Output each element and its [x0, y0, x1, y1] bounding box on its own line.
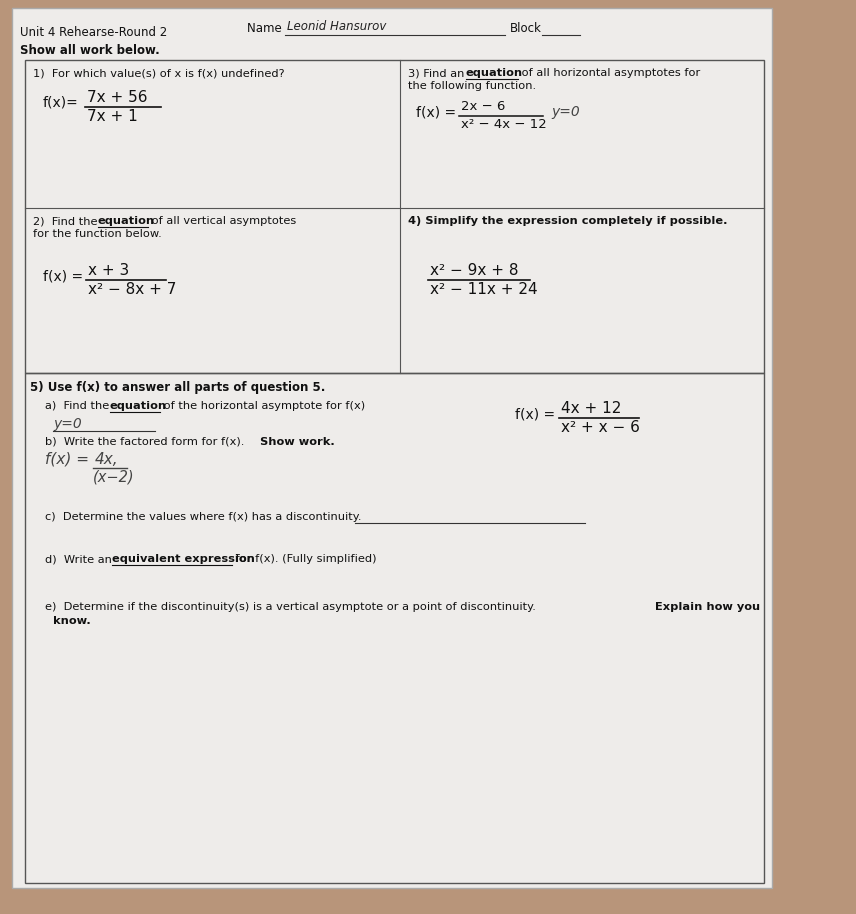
Text: Name: Name [247, 22, 286, 35]
Text: equation: equation [98, 216, 155, 226]
Text: 5) Use f(x) to answer all parts of question 5.: 5) Use f(x) to answer all parts of quest… [30, 381, 325, 394]
Text: c)  Determine the values where f(x) has a discontinuity.: c) Determine the values where f(x) has a… [45, 512, 361, 522]
Bar [25, 60, 764, 373]
Text: equivalent expression: equivalent expression [112, 554, 255, 564]
Text: f(x) =: f(x) = [416, 106, 461, 120]
Text: Explain how you: Explain how you [655, 602, 760, 612]
Text: f(x) =: f(x) = [43, 269, 87, 283]
Text: 7x + 1: 7x + 1 [87, 109, 138, 124]
Text: 4x,: 4x, [95, 452, 119, 467]
Text: Show work.: Show work. [260, 437, 335, 447]
Text: of all vertical asymptotes: of all vertical asymptotes [148, 216, 296, 226]
Text: y=0: y=0 [53, 417, 82, 431]
Text: f(x) =: f(x) = [45, 452, 89, 467]
Bar [25, 373, 764, 883]
Text: 1)  For which value(s) of x is f(x) undefined?: 1) For which value(s) of x is f(x) undef… [33, 68, 285, 78]
Text: e)  Determine if the discontinuity(s) is a vertical asymptote or a point of disc: e) Determine if the discontinuity(s) is … [45, 602, 543, 612]
Text: f(x) =: f(x) = [515, 408, 560, 422]
Text: 4x + 12: 4x + 12 [561, 401, 621, 416]
Text: b)  Write the factored form for f(x).: b) Write the factored form for f(x). [45, 437, 252, 447]
Text: 7x + 56: 7x + 56 [87, 90, 147, 105]
Text: x² − 9x + 8: x² − 9x + 8 [430, 263, 519, 278]
Text: x² − 11x + 24: x² − 11x + 24 [430, 282, 538, 297]
Text: Block: Block [510, 22, 542, 35]
Text: 2x − 6: 2x − 6 [461, 100, 505, 113]
Text: x + 3: x + 3 [88, 263, 129, 278]
Text: the following function.: the following function. [408, 81, 536, 91]
Text: for the function below.: for the function below. [33, 229, 162, 239]
FancyBboxPatch shape [12, 8, 772, 888]
Text: of all horizontal asymptotes for: of all horizontal asymptotes for [518, 68, 700, 78]
Text: know.: know. [53, 616, 91, 626]
Text: f(x)=: f(x)= [43, 96, 79, 110]
Text: Leonid Hansurov: Leonid Hansurov [287, 20, 386, 33]
Text: 4) Simplify the expression completely if possible.: 4) Simplify the expression completely if… [408, 216, 728, 226]
Text: of the horizontal asymptote for f(x): of the horizontal asymptote for f(x) [160, 401, 366, 411]
Text: d)  Write an: d) Write an [45, 554, 116, 564]
Text: (x−2): (x−2) [93, 470, 134, 485]
Text: x² + x − 6: x² + x − 6 [561, 420, 640, 435]
Text: x² − 4x − 12: x² − 4x − 12 [461, 118, 547, 131]
Text: equation: equation [110, 401, 167, 411]
Text: Unit 4 Rehearse-Round 2: Unit 4 Rehearse-Round 2 [20, 26, 167, 39]
Text: equation: equation [466, 68, 523, 78]
Text: for f(x). (Fully simplified): for f(x). (Fully simplified) [232, 554, 377, 564]
Text: x² − 8x + 7: x² − 8x + 7 [88, 282, 176, 297]
Text: Show all work below.: Show all work below. [20, 44, 160, 57]
Text: 3) Find an: 3) Find an [408, 68, 468, 78]
Text: a)  Find the: a) Find the [45, 401, 113, 411]
Text: y=0: y=0 [551, 105, 580, 119]
Text: 2)  Find the: 2) Find the [33, 216, 101, 226]
